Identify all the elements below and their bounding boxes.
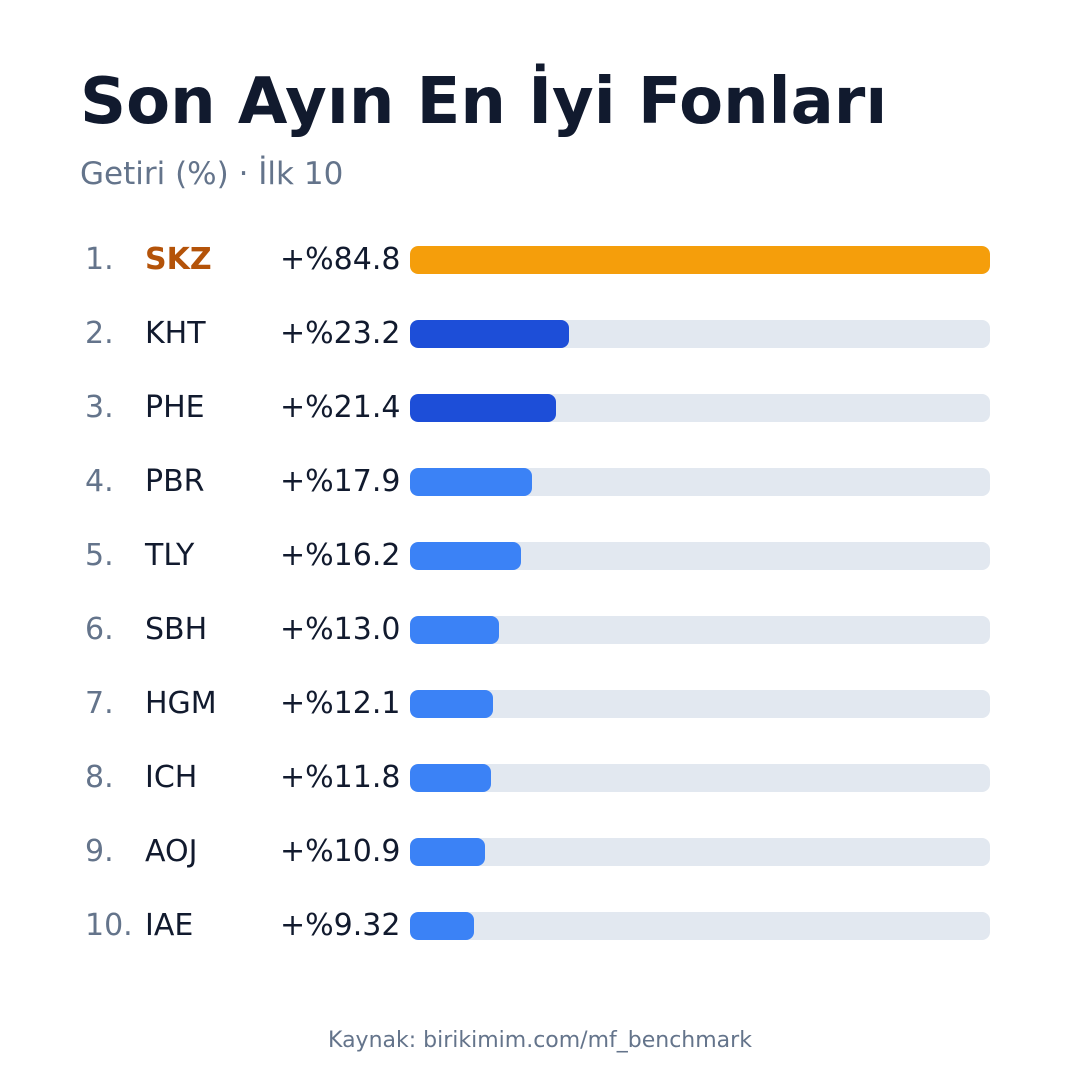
chart-subtitle: Getiri (%) · İlk 10 — [80, 156, 344, 192]
bar-iae — [410, 912, 474, 940]
fund-code-label: ICH — [145, 760, 198, 795]
value-label: +%12.1 — [280, 686, 401, 721]
rank-label: 1. — [85, 242, 114, 277]
fund-code-label: PBR — [145, 464, 205, 499]
bar-sbh — [410, 616, 499, 644]
bar-track — [410, 246, 990, 274]
value-label: +%9.32 — [280, 908, 401, 943]
rank-label: 2. — [85, 316, 114, 351]
bar-row: 1. SKZ +%84.8 — [0, 235, 1080, 285]
rank-label: 5. — [85, 538, 114, 573]
bar-row: 8. ICH +%11.8 — [0, 753, 1080, 803]
bar-track — [410, 468, 990, 496]
value-label: +%11.8 — [280, 760, 401, 795]
chart-title: Son Ayın En İyi Fonları — [80, 65, 888, 139]
bar-row: 4. PBR +%17.9 — [0, 457, 1080, 507]
rank-label: 10. — [85, 908, 133, 943]
bar-row: 7. HGM +%12.1 — [0, 679, 1080, 729]
bar-tly — [410, 542, 521, 570]
fund-code-label: SBH — [145, 612, 208, 647]
rank-label: 7. — [85, 686, 114, 721]
bar-track — [410, 764, 990, 792]
value-label: +%84.8 — [280, 242, 401, 277]
fund-code-label: IAE — [145, 908, 194, 943]
bar-row: 10. IAE +%9.32 — [0, 901, 1080, 951]
bar-track — [410, 616, 990, 644]
fund-code-label: PHE — [145, 390, 205, 425]
bar-kht — [410, 320, 569, 348]
rank-label: 8. — [85, 760, 114, 795]
rank-label: 6. — [85, 612, 114, 647]
bar-hgm — [410, 690, 493, 718]
value-label: +%13.0 — [280, 612, 401, 647]
bar-aoj — [410, 838, 485, 866]
fund-code-label: KHT — [145, 316, 206, 351]
value-label: +%23.2 — [280, 316, 401, 351]
value-label: +%21.4 — [280, 390, 401, 425]
fund-code-label: AOJ — [145, 834, 198, 869]
bar-row: 2. KHT +%23.2 — [0, 309, 1080, 359]
value-label: +%17.9 — [280, 464, 401, 499]
fund-code-label: HGM — [145, 686, 217, 721]
bar-row: 3. PHE +%21.4 — [0, 383, 1080, 433]
bar-track — [410, 690, 990, 718]
fund-code-label: SKZ — [145, 242, 212, 277]
rank-label: 4. — [85, 464, 114, 499]
value-label: +%10.9 — [280, 834, 401, 869]
bar-ich — [410, 764, 491, 792]
rank-label: 3. — [85, 390, 114, 425]
value-label: +%16.2 — [280, 538, 401, 573]
bar-row: 5. TLY +%16.2 — [0, 531, 1080, 581]
rank-label: 9. — [85, 834, 114, 869]
bar-pbr — [410, 468, 532, 496]
bar-track — [410, 912, 990, 940]
bar-row: 6. SBH +%13.0 — [0, 605, 1080, 655]
bar-phe — [410, 394, 556, 422]
bar-track — [410, 838, 990, 866]
bar-track — [410, 394, 990, 422]
bar-row: 9. AOJ +%10.9 — [0, 827, 1080, 877]
fund-code-label: TLY — [145, 538, 195, 573]
bar-track — [410, 320, 990, 348]
bar-skz — [410, 246, 990, 274]
source-note: Kaynak: birikimim.com/mf_benchmark — [328, 1028, 752, 1053]
bar-track — [410, 542, 990, 570]
